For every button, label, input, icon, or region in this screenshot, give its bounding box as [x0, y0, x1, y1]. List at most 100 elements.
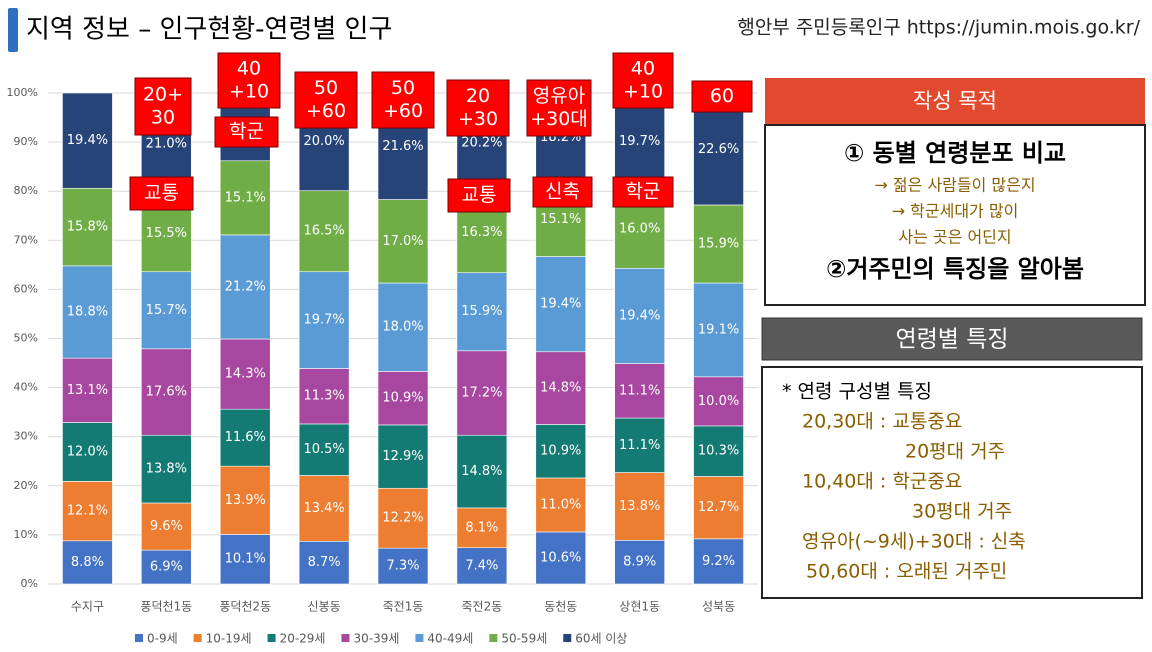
note-text: +30대 [530, 108, 588, 130]
bar-segment [693, 538, 744, 585]
bar-segment [62, 92, 113, 189]
bar-segment [693, 376, 744, 427]
slide-title: 지역 정보 – 인구현황-연령별 인구 [26, 15, 392, 45]
note-text: 학군 [626, 181, 661, 203]
legend-swatch [563, 634, 572, 642]
data-label: 20.0% [303, 134, 344, 149]
note-box [217, 52, 281, 109]
bar-segment [377, 282, 429, 372]
x-tick-label: 수지구 [71, 600, 104, 614]
note-box [129, 176, 194, 211]
features-line: 50,60대 : 오래된 거주민 [806, 561, 1007, 583]
features-line: * 연령 구성별 특징 [782, 381, 932, 403]
data-label: 14.3% [225, 367, 266, 382]
bar-segment [456, 547, 508, 585]
features-box [761, 366, 1143, 599]
data-label: 22.6% [698, 142, 739, 157]
bar-segment [141, 549, 192, 585]
note-box [612, 176, 674, 208]
purpose-title: 작성 목적 [913, 89, 997, 113]
data-label: 15.1% [540, 212, 581, 227]
data-label: 6.9% [150, 560, 183, 575]
note-box [612, 52, 674, 109]
features-line: 20,30대 : 교통중요 [802, 411, 962, 433]
note-text: 학군 [229, 121, 264, 143]
data-label: 15.9% [698, 236, 739, 251]
data-label: 13.8% [146, 462, 187, 477]
x-tick-label: 죽전1동 [383, 600, 424, 614]
purpose-line: → 젊은 사람들이 많은지 [874, 176, 1035, 195]
bar-segment [62, 481, 113, 542]
data-label: 16.3% [461, 225, 502, 240]
data-label: 12.0% [67, 444, 108, 459]
bar-segment [535, 351, 587, 425]
bar-segment [693, 282, 744, 378]
x-tick-label: 성북동 [702, 600, 735, 614]
data-label: 10.3% [698, 444, 739, 459]
data-label: 17.0% [382, 234, 423, 249]
bar-segment [62, 357, 113, 423]
data-label: 15.1% [225, 190, 266, 205]
y-tick-label: 10% [14, 528, 38, 541]
note-box [371, 71, 435, 129]
bar-segment [535, 477, 587, 533]
legend-swatch [489, 634, 498, 642]
data-label: 19.4% [67, 133, 108, 148]
note-text: 신축 [545, 181, 580, 203]
note-text: 영유아 [533, 85, 585, 107]
data-label: 13.9% [225, 493, 266, 508]
bar-segment [456, 507, 508, 548]
x-tick-label: 신봉동 [308, 600, 341, 614]
data-label: 11.6% [225, 430, 266, 445]
data-label: 15.8% [67, 220, 108, 235]
data-label: 17.6% [146, 385, 187, 400]
note-text: 20+ [143, 84, 183, 106]
x-tick-label: 풍덕천2동 [219, 599, 271, 614]
data-label: 15.9% [461, 304, 502, 319]
note-text: 교통 [462, 184, 497, 206]
bar-segment [298, 368, 350, 425]
purpose-box [764, 124, 1146, 306]
bar-segment [62, 187, 113, 267]
data-label: 17.2% [461, 386, 502, 401]
bar-segment [62, 540, 113, 585]
legend-swatch [267, 634, 276, 642]
note-text: +10 [623, 81, 663, 103]
data-label: 8.9% [623, 555, 656, 570]
bar-segment [298, 423, 350, 476]
note-box [526, 79, 592, 137]
bar-segment [219, 534, 271, 585]
data-label: 21.2% [225, 279, 266, 294]
note-text: +60 [383, 100, 423, 122]
data-label: 19.4% [540, 297, 581, 312]
data-label: 10.9% [382, 391, 423, 406]
data-label: 14.8% [540, 381, 581, 396]
data-label: 12.2% [382, 511, 423, 526]
note-text: +30 [458, 108, 498, 130]
data-label: 8.8% [71, 555, 104, 570]
data-label: 16.5% [303, 224, 344, 239]
data-label: 16.0% [619, 222, 660, 237]
legend-label: 10-19세 [206, 632, 252, 646]
source: 행안부 주민등록인구 https://jumin.mois.go.kr/ [737, 17, 1140, 39]
bar-segment [141, 434, 192, 504]
purpose-line: ②거주민의 특징을 알아봄 [826, 255, 1084, 283]
data-label: 13.4% [303, 501, 344, 516]
bar-segment [298, 190, 350, 273]
title-accent [8, 8, 18, 52]
note-text: 50 [391, 77, 415, 99]
y-tick-label: 90% [14, 135, 38, 148]
data-label: 18.8% [67, 304, 108, 319]
legend-swatch [415, 634, 424, 642]
data-label: 7.4% [465, 558, 498, 573]
legend-label: 50-59세 [501, 632, 547, 646]
features-line: 20평대 거주 [905, 441, 1005, 463]
bar-segment [141, 271, 192, 350]
note-text: 50 [314, 77, 338, 99]
y-tick-label: 100% [7, 86, 38, 99]
legend-label: 40-49세 [427, 632, 473, 646]
x-tick-label: 풍덕천1동 [140, 599, 192, 614]
data-label: 19.1% [698, 322, 739, 337]
data-label: 8.7% [308, 555, 341, 570]
y-tick-label: 80% [14, 184, 38, 197]
